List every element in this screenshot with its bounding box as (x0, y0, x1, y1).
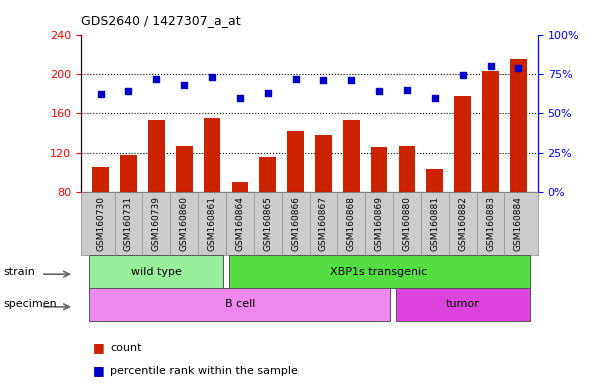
Point (319, 77, 328, 83)
Text: specimen: specimen (3, 299, 56, 310)
Bar (454, 96, 471, 192)
Bar (204, 118, 221, 192)
Point (96, 91, 105, 98)
Point (179, 82, 189, 88)
Text: count: count (110, 343, 141, 353)
Bar (93, 167, 109, 192)
Text: GDS2640 / 1427307_a_at: GDS2640 / 1427307_a_at (81, 14, 241, 27)
Text: GSM160880: GSM160880 (403, 196, 412, 251)
Bar (176, 146, 192, 192)
Point (235, 94, 245, 101)
Text: GSM160731: GSM160731 (124, 196, 133, 251)
Text: percentile rank within the sample: percentile rank within the sample (110, 366, 298, 376)
Bar (482, 71, 499, 192)
Point (458, 73, 468, 79)
Text: strain: strain (3, 266, 35, 277)
Point (486, 63, 495, 69)
Text: GSM160739: GSM160739 (152, 196, 161, 251)
Text: wild type: wild type (131, 266, 182, 277)
Text: GSM160865: GSM160865 (263, 196, 272, 251)
Text: GSM160868: GSM160868 (347, 196, 356, 251)
Bar (510, 59, 526, 192)
Text: GSM160883: GSM160883 (486, 196, 495, 251)
Text: GSM160884: GSM160884 (514, 196, 523, 251)
Point (124, 88, 133, 94)
Text: GSM160730: GSM160730 (96, 196, 105, 251)
Bar (260, 157, 276, 192)
Bar (148, 120, 165, 192)
Bar (315, 135, 332, 192)
Bar (231, 182, 248, 192)
Text: B cell: B cell (225, 299, 255, 310)
Point (347, 77, 356, 83)
Bar (427, 169, 443, 192)
Point (374, 88, 384, 94)
Point (291, 76, 300, 82)
Text: ■: ■ (93, 364, 105, 377)
Point (514, 65, 523, 71)
Point (263, 90, 272, 96)
Point (207, 74, 217, 80)
Bar (398, 146, 415, 192)
Text: XBP1s transgenic: XBP1s transgenic (331, 266, 428, 277)
Bar (287, 131, 304, 192)
Bar (371, 147, 388, 192)
Text: GSM160881: GSM160881 (430, 196, 439, 251)
Point (430, 94, 440, 101)
Bar (343, 120, 359, 192)
Text: GSM160869: GSM160869 (374, 196, 383, 251)
Text: GSM160860: GSM160860 (180, 196, 189, 251)
Text: ■: ■ (93, 341, 105, 354)
Text: GSM160861: GSM160861 (207, 196, 216, 251)
Text: tumor: tumor (446, 299, 480, 310)
Point (402, 87, 412, 93)
Text: GSM160866: GSM160866 (291, 196, 300, 251)
Point (151, 76, 161, 82)
Bar (120, 155, 137, 192)
Text: GSM160864: GSM160864 (236, 196, 245, 251)
Text: GSM160867: GSM160867 (319, 196, 328, 251)
Text: GSM160882: GSM160882 (458, 196, 467, 251)
